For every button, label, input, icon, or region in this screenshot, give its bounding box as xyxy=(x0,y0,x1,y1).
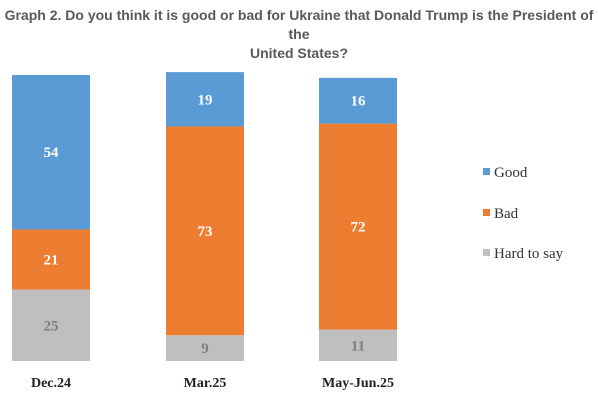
data-label-hard-to-say-2: 11 xyxy=(351,338,365,354)
data-label-good-1: 19 xyxy=(198,92,213,108)
legend-swatch-good xyxy=(483,168,490,175)
bar-hard-to-say-1 xyxy=(166,335,244,361)
bar-good-1 xyxy=(166,72,244,127)
legend-swatch-bad xyxy=(483,209,490,216)
category-label-1: Mar.25 xyxy=(184,376,227,391)
legend-label-bad: Bad xyxy=(494,206,519,222)
bar-hard-to-say-0 xyxy=(12,289,90,361)
category-label-0: Dec.24 xyxy=(31,376,71,391)
data-label-bad-1: 73 xyxy=(198,224,213,240)
data-label-bad-2: 72 xyxy=(351,220,366,236)
legend-label-hard-to-say: Hard to say xyxy=(494,246,564,262)
chart-title-line-2: United States? xyxy=(249,45,348,61)
legend-label-good: Good xyxy=(494,165,528,181)
chart-title-line-1: Graph 2. Do you think it is good or bad … xyxy=(4,7,594,42)
data-label-hard-to-say-0: 25 xyxy=(44,318,59,334)
data-label-bad-0: 21 xyxy=(44,252,59,268)
bar-bad-2 xyxy=(319,123,397,330)
data-label-good-0: 54 xyxy=(44,145,60,161)
chart-title: Graph 2. Do you think it is good or bad … xyxy=(0,6,598,63)
data-label-good-2: 16 xyxy=(351,94,367,110)
legend-swatch-hard-to-say xyxy=(483,249,490,256)
bar-bad-1 xyxy=(166,126,244,336)
bar-hard-to-say-2 xyxy=(319,329,397,361)
category-label-2: May-Jun.25 xyxy=(322,376,394,391)
data-label-hard-to-say-1: 9 xyxy=(201,341,209,357)
bar-good-0 xyxy=(12,75,90,230)
bar-bad-0 xyxy=(12,229,90,290)
bar-good-2 xyxy=(319,77,397,124)
